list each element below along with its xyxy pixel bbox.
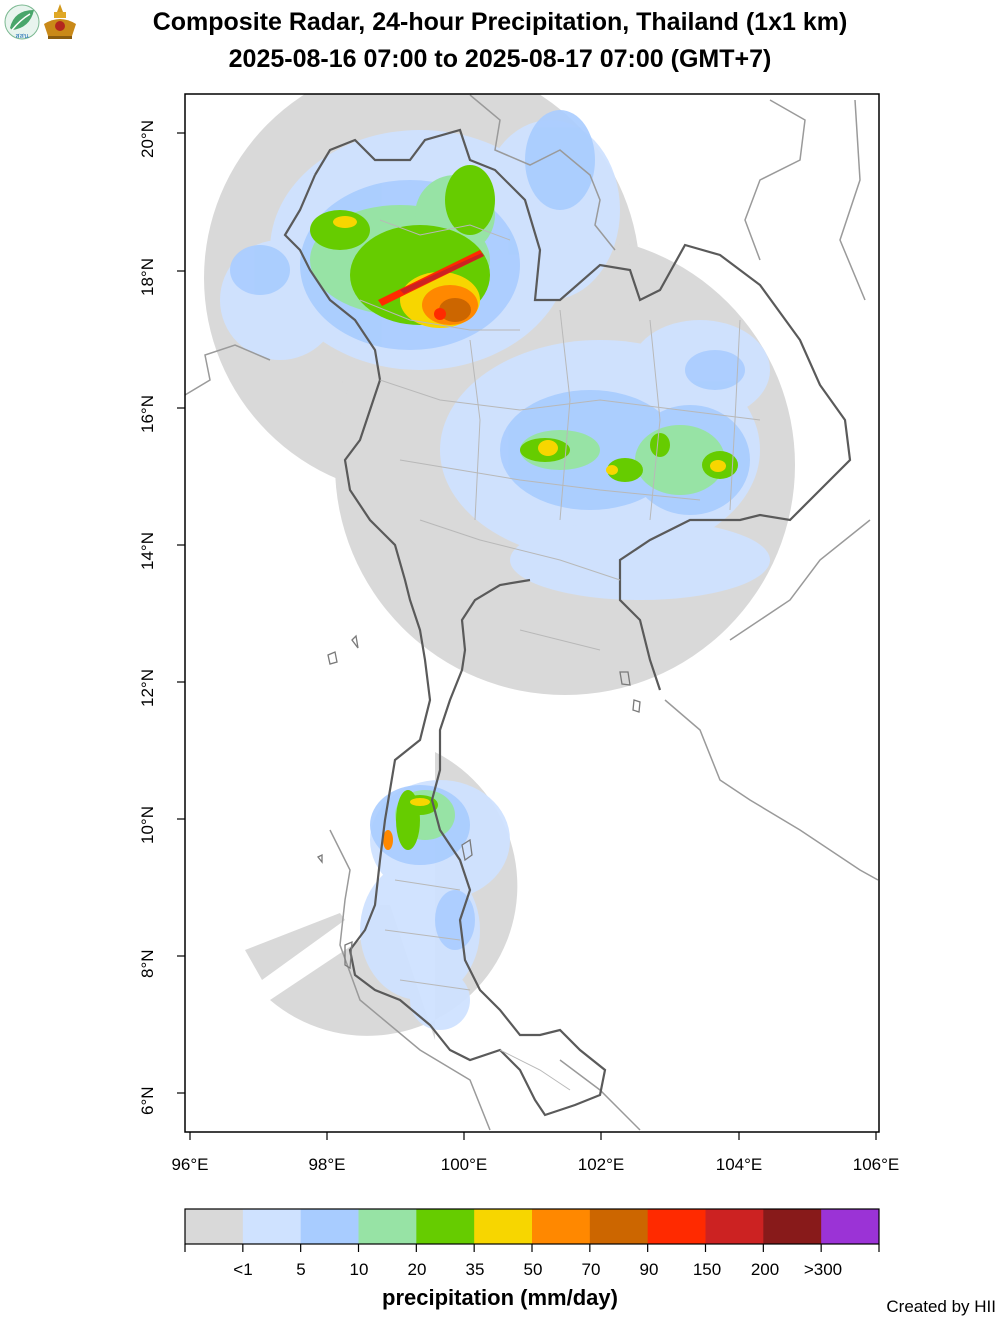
lon-tick-104: 104°E: [715, 1155, 763, 1174]
legend-swatch: [647, 1209, 706, 1244]
legend-swatch: [242, 1209, 302, 1244]
legend-label-90: 90: [639, 1260, 659, 1279]
legend-swatch: [185, 1209, 244, 1244]
lon-tick-106: 106°E: [852, 1155, 900, 1174]
page-title: Composite Radar, 24-hour Precipitation, …: [152, 8, 848, 36]
legend-label-70: 70: [581, 1260, 601, 1279]
leaf-agency-icon: สสน: [2, 2, 42, 47]
legend-label-lt1: <1: [233, 1260, 253, 1279]
legend-swatch: [705, 1209, 764, 1244]
axis-ticks: [177, 132, 877, 1140]
legend-label-gt300: >300: [803, 1260, 843, 1279]
lon-tick-100: 100°E: [440, 1155, 488, 1174]
lon-tick-96: 96°E: [171, 1155, 209, 1174]
coastline-islands: [316, 634, 641, 970]
legend-label-150: 150: [692, 1260, 722, 1279]
legend-swatch: [474, 1209, 533, 1244]
lon-tick-98: 98°E: [308, 1155, 346, 1174]
svg-text:สสน: สสน: [15, 33, 29, 40]
legend-swatch: [763, 1209, 822, 1244]
province-borders: [359, 219, 761, 1091]
radar-coverage-south-sector: [245, 913, 345, 980]
lon-tick-102: 102°E: [577, 1155, 625, 1174]
legend-swatch: [532, 1209, 591, 1244]
legend-title: precipitation (mm/day): [382, 1285, 618, 1310]
credit-text: Created by HII: [886, 1297, 996, 1316]
page-subtitle: 2025-08-16 07:00 to 2025-08-17 07:00 (GM…: [228, 45, 772, 73]
legend-label-35: 35: [465, 1260, 485, 1279]
legend-label-10: 10: [349, 1260, 369, 1279]
map-frame: [184, 93, 880, 1133]
royal-emblem-icon: [40, 2, 80, 47]
neighbour-borders: [185, 94, 879, 1131]
legend-label-200: 200: [750, 1260, 780, 1279]
legend-swatch: [589, 1209, 649, 1244]
precip-heavy: [378, 250, 484, 322]
legend-label-5: 5: [296, 1260, 306, 1279]
legend-swatch: [358, 1209, 417, 1244]
legend-swatch: [416, 1209, 475, 1244]
legend-swatch: [821, 1209, 880, 1244]
legend-label-20: 20: [407, 1260, 427, 1279]
thailand-border: [283, 128, 852, 1117]
legend-swatch: [300, 1209, 359, 1244]
legend-label-50: 50: [523, 1260, 543, 1279]
